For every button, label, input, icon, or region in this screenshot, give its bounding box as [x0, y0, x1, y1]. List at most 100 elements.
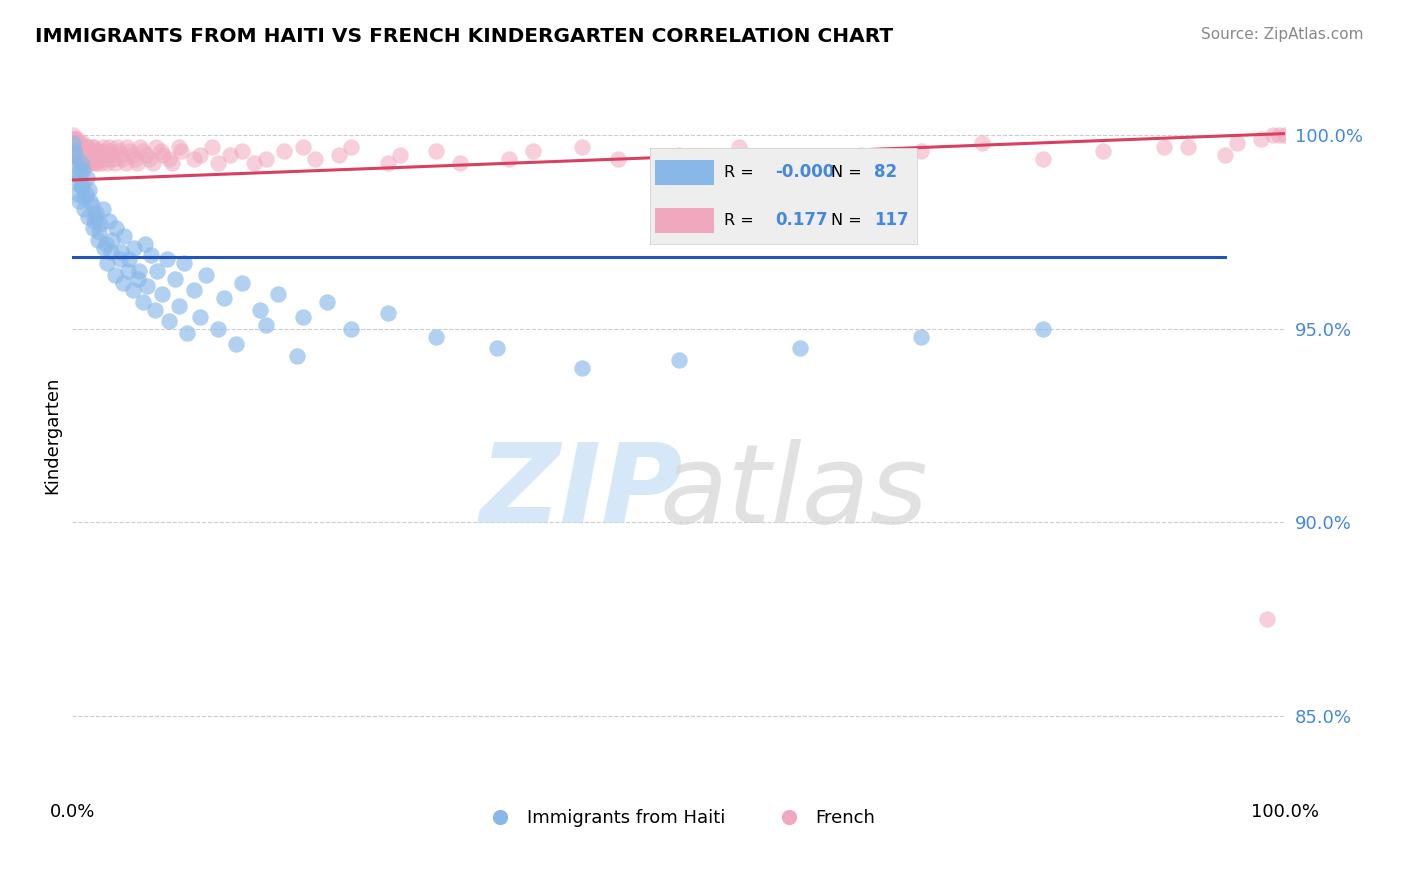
Point: [77, 148, 100, 162]
Point: [100, 148, 122, 162]
Point: [72, 148, 94, 162]
Point: [96, 236, 118, 251]
Point: [910, 329, 932, 343]
Point: [104, 221, 127, 235]
Point: [70, 152, 93, 166]
Point: [425, 329, 447, 343]
Point: [93, 241, 115, 255]
Point: [122, 241, 145, 255]
Text: 0.177: 0.177: [775, 211, 828, 229]
Point: [522, 144, 544, 158]
Point: [160, 155, 183, 169]
Point: [165, 271, 187, 285]
Point: [69, 136, 91, 151]
Text: 82: 82: [875, 163, 897, 181]
Point: [115, 140, 138, 154]
Point: [231, 144, 253, 158]
Point: [910, 144, 932, 158]
Point: [104, 268, 127, 282]
Point: [212, 291, 235, 305]
Point: [86, 144, 108, 158]
Point: [157, 152, 180, 166]
Text: IMMIGRANTS FROM HAITI VS FRENCH KINDERGARTEN CORRELATION CHART: IMMIGRANTS FROM HAITI VS FRENCH KINDERGA…: [35, 27, 893, 45]
Point: [152, 148, 174, 162]
Point: [201, 140, 224, 154]
Text: -0.000: -0.000: [775, 163, 835, 181]
Point: [62, 128, 84, 143]
Point: [75, 152, 97, 166]
Point: [73, 144, 96, 158]
Point: [425, 144, 447, 158]
Point: [97, 140, 120, 154]
Text: 117: 117: [875, 211, 908, 229]
Point: [65, 167, 87, 181]
Point: [69, 144, 91, 158]
Point: [138, 152, 160, 166]
Point: [67, 148, 90, 162]
Point: [112, 276, 135, 290]
Point: [73, 144, 96, 158]
Point: [70, 148, 93, 162]
Point: [167, 140, 190, 154]
Point: [340, 322, 363, 336]
Point: [83, 148, 105, 162]
Point: [77, 148, 100, 162]
Point: [1153, 140, 1175, 154]
Point: [668, 353, 690, 368]
Point: [128, 264, 150, 278]
Point: [377, 155, 399, 169]
Point: [83, 148, 105, 162]
Text: atlas: atlas: [659, 439, 928, 546]
Point: [728, 140, 751, 154]
Point: [105, 140, 128, 154]
Point: [146, 264, 169, 278]
Point: [104, 155, 127, 169]
Point: [131, 144, 153, 158]
Point: [157, 314, 180, 328]
Point: [111, 152, 134, 166]
Point: [1274, 128, 1296, 143]
Point: [1256, 612, 1278, 626]
Point: [1213, 148, 1236, 162]
Point: [328, 148, 350, 162]
Point: [117, 264, 139, 278]
Point: [72, 136, 94, 151]
Point: [1250, 132, 1272, 146]
Point: [67, 194, 90, 209]
Point: [70, 140, 93, 154]
Point: [607, 152, 630, 166]
Point: [316, 294, 339, 309]
Point: [63, 148, 86, 162]
Point: [449, 155, 471, 169]
Point: [84, 210, 107, 224]
Point: [1261, 128, 1284, 143]
Point: [82, 140, 104, 154]
Point: [84, 155, 107, 169]
Point: [107, 144, 129, 158]
Point: [63, 132, 86, 146]
Point: [91, 202, 114, 216]
Point: [96, 155, 118, 169]
Point: [65, 148, 87, 162]
Point: [77, 210, 100, 224]
Point: [72, 163, 94, 178]
Text: N =: N =: [831, 165, 862, 180]
Point: [1092, 144, 1115, 158]
Point: [73, 202, 96, 216]
Text: R =: R =: [724, 165, 754, 180]
Point: [66, 152, 89, 166]
Point: [485, 341, 508, 355]
Point: [291, 140, 314, 154]
Point: [79, 155, 101, 169]
Point: [571, 140, 593, 154]
Point: [188, 310, 211, 325]
Point: [143, 302, 166, 317]
Point: [135, 148, 157, 162]
Point: [65, 144, 87, 158]
Point: [77, 155, 100, 169]
Point: [62, 136, 84, 151]
Point: [73, 155, 96, 169]
Point: [75, 186, 97, 201]
Point: [108, 252, 131, 267]
Point: [91, 140, 114, 154]
